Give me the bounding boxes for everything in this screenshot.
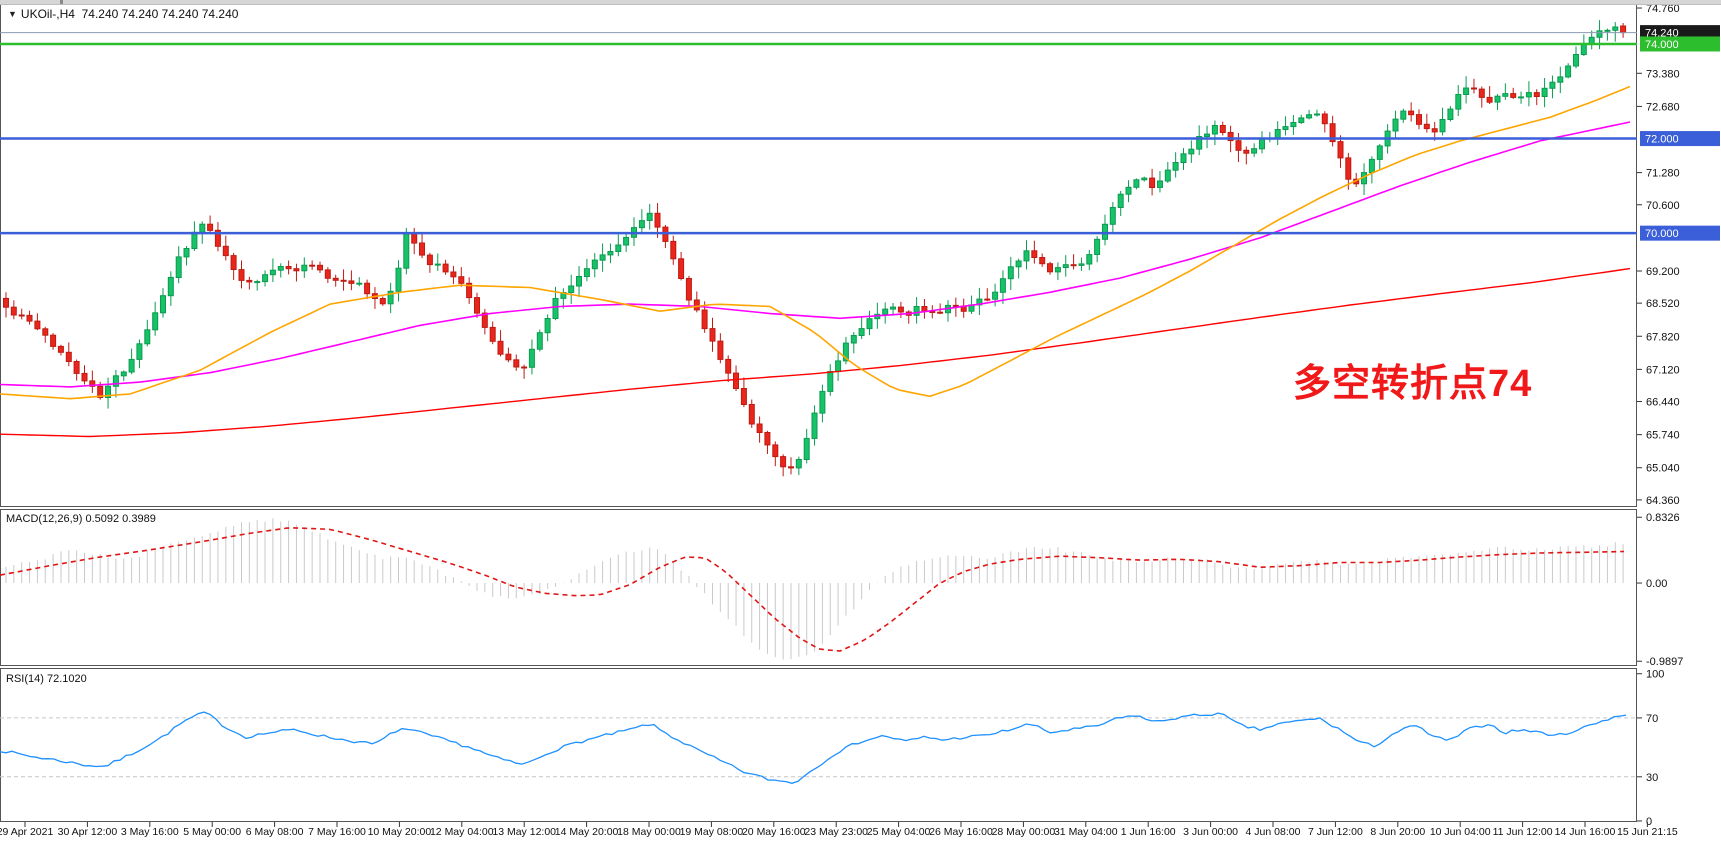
date-label: 8 Jun 20:00 — [1370, 826, 1425, 838]
symbol-name: UKOil-,H4 — [20, 7, 75, 21]
annotation-text: 多空转折点74 — [1293, 363, 1533, 405]
window-resize-strip[interactable] — [0, 0, 1721, 5]
ma-mid-magenta-line — [0, 121, 1631, 388]
price-axis-tick-label: 67.820 — [1646, 331, 1680, 343]
price-badge-label: 72.000 — [1645, 134, 1679, 146]
price-axis-tick-label: 64.360 — [1646, 495, 1680, 507]
date-label: 3 May 16:00 — [121, 826, 179, 838]
date-label: 31 May 04:00 — [1054, 826, 1118, 838]
date-label: 14 Jun 16:00 — [1555, 826, 1616, 838]
candle-bodies — [3, 25, 1627, 469]
price-axis-tick-label: 73.380 — [1646, 68, 1680, 80]
rsi-indicator-label: RSI(14) 72.1020 — [6, 673, 87, 685]
date-label: 20 May 16:00 — [742, 826, 806, 838]
date-label: 25 May 04:00 — [867, 826, 931, 838]
price-badge-70.000 — [1640, 225, 1720, 241]
price-axis-tick-label: 66.440 — [1646, 397, 1680, 409]
ma-fast-orange-line — [0, 85, 1631, 400]
main-pane — [0, 4, 1637, 507]
price-axis-tick-label: 65.040 — [1646, 463, 1680, 475]
date-label: 23 May 23:00 — [804, 826, 868, 838]
date-label: 12 May 04:00 — [430, 826, 494, 838]
rsi-axis-tick-label: 0 — [1646, 816, 1652, 828]
chevron-down-icon: ▼ — [8, 9, 17, 19]
price-axis-tick-label: 69.200 — [1646, 266, 1680, 278]
macd-indicator-label: MACD(12,26,9) 0.5092 0.3989 — [6, 513, 156, 525]
price-axis-tick-label: 65.740 — [1646, 430, 1680, 442]
date-label: 7 May 16:00 — [308, 826, 366, 838]
date-label: 7 Jun 12:00 — [1308, 826, 1363, 838]
price-axis-tick-label: 71.280 — [1646, 168, 1680, 180]
macd-signal-line — [0, 527, 1625, 652]
date-label: 1 Jun 16:00 — [1121, 826, 1176, 838]
rsi-axis-tick-label: 70 — [1646, 713, 1658, 725]
price-axis-tick-label: 68.520 — [1646, 298, 1680, 310]
price-badge-label: 70.000 — [1645, 228, 1679, 240]
macd-pane — [0, 509, 1637, 666]
date-label: 14 May 20:00 — [555, 826, 619, 838]
macd-axis-tick-label: 0.8326 — [1646, 512, 1680, 524]
date-label: 26 May 16:00 — [929, 826, 993, 838]
date-label: 11 Jun 12:00 — [1493, 826, 1553, 838]
symbol-title: ▼ UKOil-,H4 74.240 74.240 74.240 74.240 — [8, 7, 238, 21]
ma-slow-red-line — [0, 267, 1631, 438]
date-label: 28 May 00:00 — [992, 826, 1056, 838]
price-badge-74.000 — [1640, 36, 1720, 52]
price-axis-tick-label: 74.760 — [1646, 3, 1680, 15]
price-axis-tick-label: 70.600 — [1646, 200, 1680, 212]
price-axis-tick-label: 67.120 — [1646, 364, 1680, 376]
date-label: 4 Jun 08:00 — [1246, 826, 1301, 838]
date-label: 6 May 08:00 — [246, 826, 304, 838]
symbol-quotes: 74.240 74.240 74.240 74.240 — [81, 7, 239, 21]
date-label: 19 May 08:00 — [680, 826, 744, 838]
price-badge-72.000 — [1640, 131, 1720, 147]
price-badge-label: 74.000 — [1645, 39, 1679, 51]
date-label: 29 Apr 2021 — [0, 826, 53, 838]
date-label: 10 May 20:00 — [368, 826, 432, 838]
date-label: 30 Apr 12:00 — [58, 826, 118, 838]
rsi-axis-tick-label: 30 — [1646, 772, 1658, 784]
date-label: 5 May 00:00 — [183, 826, 241, 838]
price-axis-tick-label: 72.680 — [1646, 101, 1680, 113]
rsi-axis-tick-label: 100 — [1646, 669, 1664, 681]
macd-axis-tick-label: 0.00 — [1646, 578, 1667, 590]
date-label: 15 Jun 21:15 — [1617, 826, 1678, 838]
rsi-pane — [0, 668, 1637, 822]
price-badge-74.240 — [1640, 25, 1720, 41]
date-label: 13 May 12:00 — [492, 826, 556, 838]
macd-axis-tick-label: -0.9897 — [1646, 656, 1683, 668]
date-label: 18 May 00:00 — [617, 826, 681, 838]
resize-notch-icon — [60, 0, 63, 4]
date-label: 3 Jun 00:00 — [1183, 826, 1238, 838]
date-label: 10 Jun 04:00 — [1430, 826, 1491, 838]
rsi-line — [0, 711, 1627, 784]
